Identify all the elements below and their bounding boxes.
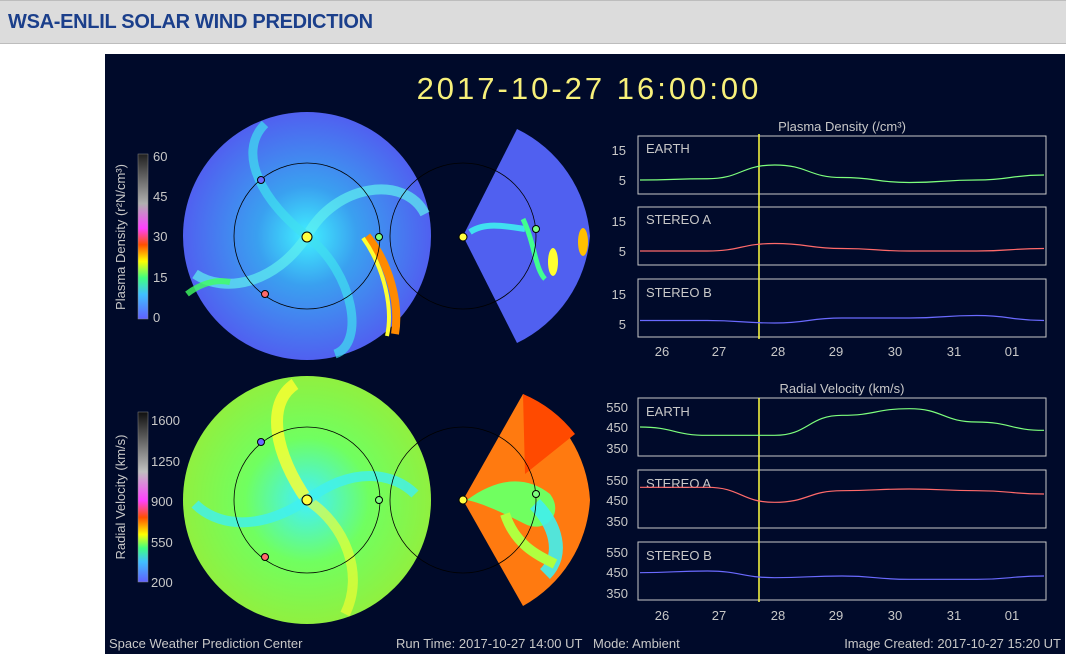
x-tick: 30 [888, 608, 902, 623]
density-colorbar [137, 153, 149, 320]
page-title-bar: WSA-ENLIL SOLAR WIND PREDICTION [0, 0, 1066, 44]
x-tick: 31 [947, 608, 961, 623]
y-tick: 550 [606, 545, 628, 560]
y-tick: 15 [612, 287, 626, 302]
y-tick: 5 [619, 173, 626, 188]
x-tick: 29 [829, 608, 843, 623]
y-tick: 15 [612, 214, 626, 229]
y-tick: 350 [606, 514, 628, 529]
density-colorbar-tick: 15 [153, 270, 167, 285]
enlil-figure-svg: 2017-10-27 16:00:00 Plasma Density (r²N/… [109, 71, 1061, 651]
density-x-axis: 26 27 28 29 30 31 01 [655, 344, 1019, 359]
footer-credit: Space Weather Prediction Center [109, 636, 303, 651]
page-title: WSA-ENLIL SOLAR WIND PREDICTION [8, 11, 373, 33]
y-tick: 15 [612, 143, 626, 158]
density-colorbar-tick: 0 [153, 310, 160, 325]
y-tick: 450 [606, 493, 628, 508]
sun-marker-velocity-side [458, 495, 468, 505]
stereo-b-marker [257, 176, 265, 184]
enlil-figure: 2017-10-27 16:00:00 Plasma Density (r²N/… [105, 54, 1065, 654]
velocity-colorbar-tick: 550 [151, 535, 173, 550]
timestamp: 2017-10-27 16:00:00 [417, 71, 762, 106]
stereo-a-marker [261, 290, 269, 298]
velocity-stereo-b-series-line [639, 570, 1045, 580]
density-panel-title: Plasma Density (/cm³) [778, 119, 906, 134]
velocity-colorbar-label: Radial Velocity (km/s) [113, 435, 128, 560]
track-label: STEREO B [646, 548, 712, 563]
velocity-stereo-b-track: STEREO B 550 450 350 [606, 541, 1047, 601]
velocity-earth-series-line [639, 408, 1045, 436]
earth-marker-velocity [375, 496, 383, 504]
y-tick: 550 [606, 400, 628, 415]
velocity-earth-track: EARTH 550 450 350 [606, 397, 1047, 457]
density-colorbar-tick: 60 [153, 149, 167, 164]
track-label: EARTH [646, 404, 690, 419]
earth-marker-velocity-side [532, 490, 540, 498]
stereo-b-marker-velocity [257, 438, 265, 446]
series-layer [639, 164, 1045, 580]
x-tick: 26 [655, 344, 669, 359]
velocity-stereo-a-track: STEREO A 550 450 350 [606, 469, 1047, 529]
y-tick: 5 [619, 317, 626, 332]
density-meridional-map [389, 129, 590, 343]
density-colorbar-ticks: 60 45 30 15 0 [153, 149, 167, 325]
x-tick: 28 [771, 608, 785, 623]
y-tick: 450 [606, 565, 628, 580]
x-tick: 27 [712, 344, 726, 359]
density-stereo-b-series-line [640, 314, 1045, 324]
y-tick: 450 [606, 420, 628, 435]
sun-marker [301, 231, 313, 243]
velocity-colorbar-tick: 1600 [151, 413, 180, 428]
velocity-colorbar-tick: 200 [151, 575, 173, 590]
track-label: EARTH [646, 141, 690, 156]
x-tick: 31 [947, 344, 961, 359]
x-tick: 27 [712, 608, 726, 623]
velocity-colorbar [137, 411, 149, 583]
footer-run-info: Run Time: 2017-10-27 14:00 UT Mode: Ambi… [396, 636, 680, 651]
density-earth-series-line [639, 164, 1045, 184]
velocity-colorbar-tick: 1250 [151, 454, 180, 469]
velocity-stereo-a-series-line [640, 486, 1045, 503]
track-label: STEREO A [646, 212, 711, 227]
x-tick: 28 [771, 344, 785, 359]
velocity-colorbar-tick: 900 [151, 494, 173, 509]
y-tick: 350 [606, 441, 628, 456]
sun-marker-velocity [301, 494, 313, 506]
x-tick: 29 [829, 344, 843, 359]
density-stereo-a-series-line [640, 242, 1045, 252]
earth-marker [375, 233, 383, 241]
sun-marker-side [458, 232, 468, 242]
density-stereo-b-track: STEREO B 15 5 [612, 278, 1047, 338]
footer-image-created: Image Created: 2017-10-27 15:20 UT [844, 636, 1061, 651]
y-tick: 550 [606, 473, 628, 488]
density-stereo-a-track: STEREO A 15 5 [612, 206, 1047, 266]
track-label: STEREO B [646, 285, 712, 300]
stereo-a-marker-velocity [261, 553, 269, 561]
density-colorbar-label: Plasma Density (r²N/cm³) [113, 164, 128, 310]
density-colorbar-tick: 30 [153, 229, 167, 244]
x-tick: 01 [1005, 608, 1019, 623]
velocity-x-axis: 26 27 28 29 30 31 01 [655, 608, 1019, 623]
y-tick: 350 [606, 586, 628, 601]
y-tick: 5 [619, 244, 626, 259]
density-colorbar-tick: 45 [153, 189, 167, 204]
earth-marker-side [532, 225, 540, 233]
x-tick: 01 [1005, 344, 1019, 359]
velocity-colorbar-ticks: 1600 1250 900 550 200 [151, 413, 180, 590]
track-label: STEREO A [646, 476, 711, 491]
density-earth-track: EARTH 15 5 [612, 135, 1047, 195]
velocity-panel-title: Radial Velocity (km/s) [780, 381, 905, 396]
x-tick: 26 [655, 608, 669, 623]
x-tick: 30 [888, 344, 902, 359]
